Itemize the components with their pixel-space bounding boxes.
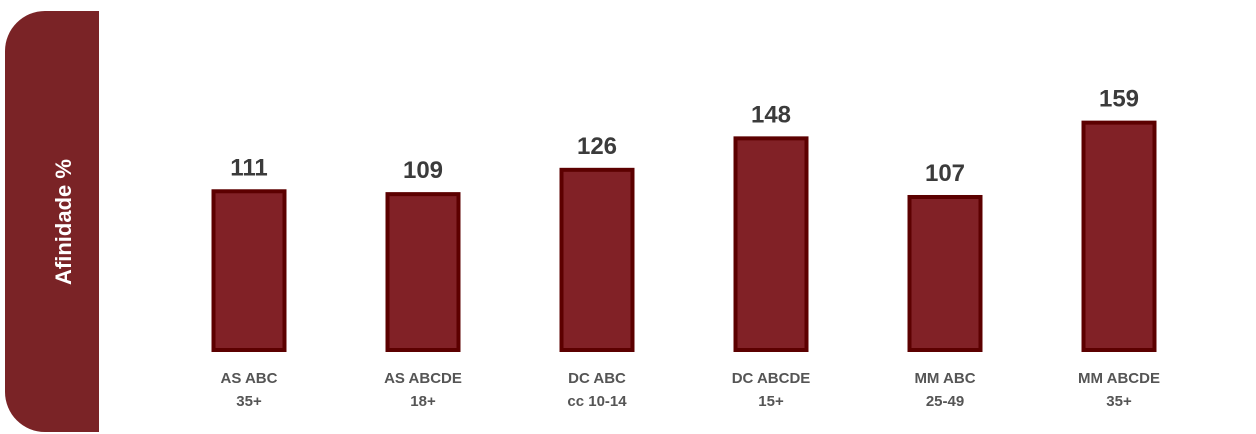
category-label-1-line-1: 18+ bbox=[410, 393, 436, 410]
category-label-3-line-0: DC ABCDE bbox=[732, 370, 811, 387]
category-label-0-line-0: AS ABC bbox=[221, 370, 278, 387]
value-label-4: 107 bbox=[925, 160, 965, 187]
category-label-5-line-0: MM ABCDE bbox=[1078, 370, 1160, 387]
side-panel bbox=[5, 11, 99, 432]
bar-4 bbox=[907, 194, 983, 352]
bar-3 bbox=[733, 136, 809, 352]
category-label-4-line-1: 25-49 bbox=[926, 393, 964, 410]
category-label-2-line-0: DC ABC bbox=[568, 370, 626, 387]
category-label-5-line-1: 35+ bbox=[1106, 393, 1132, 410]
category-label-4-line-0: MM ABC bbox=[914, 370, 975, 387]
value-label-1: 109 bbox=[403, 157, 443, 184]
value-label-0: 111 bbox=[230, 154, 267, 181]
value-label-5: 159 bbox=[1099, 86, 1139, 113]
bar-2 bbox=[559, 167, 635, 352]
bar-5 bbox=[1081, 120, 1157, 352]
category-label-2-line-1: cc 10-14 bbox=[567, 393, 627, 410]
category-label-0-line-1: 35+ bbox=[236, 393, 262, 410]
category-label-3-line-1: 15+ bbox=[758, 393, 784, 410]
category-label-1-line-0: AS ABCDE bbox=[384, 370, 462, 387]
bar-0 bbox=[211, 189, 287, 352]
value-label-3: 148 bbox=[751, 101, 791, 128]
bar-1 bbox=[385, 192, 461, 352]
value-label-2: 126 bbox=[577, 133, 617, 160]
